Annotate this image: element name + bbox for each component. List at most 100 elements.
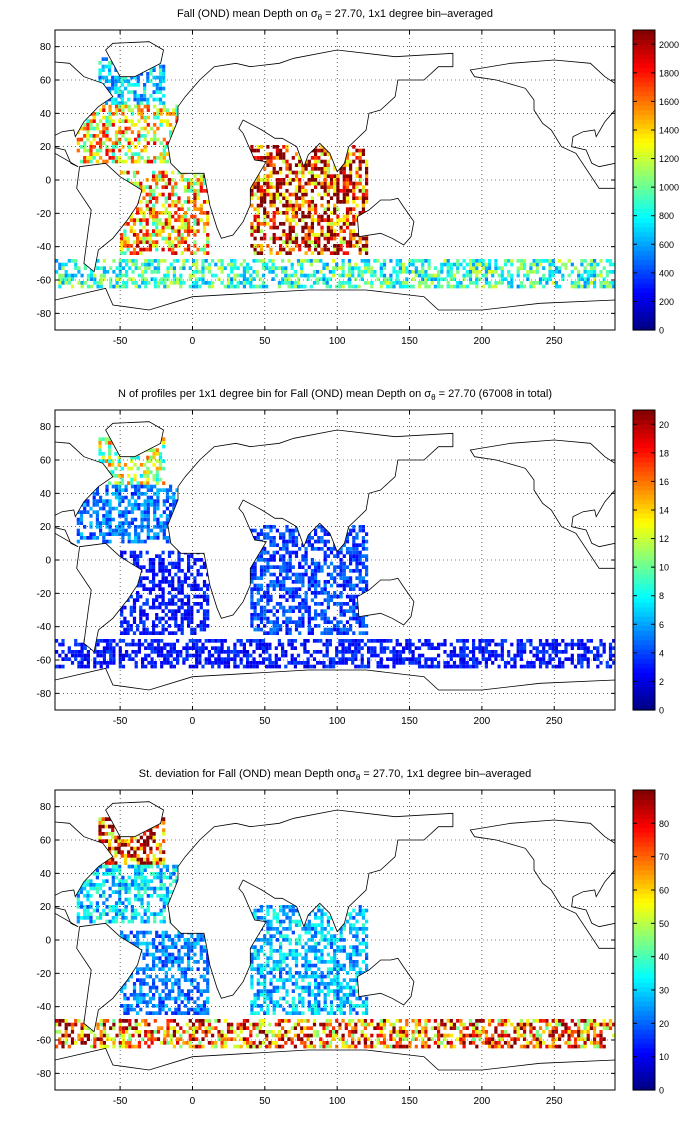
data-cell bbox=[336, 624, 339, 628]
data-cell bbox=[392, 654, 395, 658]
data-cell bbox=[276, 617, 279, 621]
data-cell bbox=[308, 160, 311, 164]
data-cell bbox=[155, 218, 158, 222]
data-cell bbox=[281, 266, 284, 270]
data-cell bbox=[123, 240, 126, 244]
data-cell bbox=[182, 259, 185, 263]
data-cell bbox=[166, 499, 169, 503]
data-cell bbox=[128, 277, 131, 281]
data-cell bbox=[156, 112, 159, 116]
data-cell bbox=[349, 222, 352, 226]
data-cell bbox=[351, 270, 354, 274]
data-cell bbox=[269, 529, 272, 533]
data-cell bbox=[330, 233, 333, 237]
data-cell bbox=[179, 274, 182, 278]
data-cell bbox=[501, 643, 504, 647]
data-cell bbox=[105, 510, 108, 514]
data-cell bbox=[111, 836, 114, 840]
data-cell bbox=[109, 503, 112, 507]
data-cell bbox=[352, 193, 355, 197]
data-cell bbox=[336, 554, 339, 558]
data-cell bbox=[195, 657, 198, 661]
data-cell bbox=[260, 156, 263, 160]
data-cell bbox=[246, 270, 249, 274]
data-cell bbox=[137, 858, 140, 862]
data-cell bbox=[147, 654, 150, 658]
data-cell bbox=[346, 163, 349, 167]
data-cell bbox=[139, 218, 142, 222]
data-cell bbox=[273, 536, 276, 540]
data-cell bbox=[327, 222, 330, 226]
data-cell bbox=[359, 529, 362, 533]
data-cell bbox=[504, 259, 507, 263]
data-cell bbox=[314, 547, 317, 551]
data-cell bbox=[405, 281, 408, 285]
data-cell bbox=[402, 661, 405, 665]
data-cell bbox=[424, 661, 427, 665]
data-cell bbox=[77, 661, 80, 665]
data-cell bbox=[152, 587, 155, 591]
data-cell bbox=[276, 149, 279, 153]
colorbar-tick-label: 1200 bbox=[659, 154, 679, 164]
data-cell bbox=[137, 503, 140, 507]
data-cell bbox=[389, 650, 392, 654]
data-cell bbox=[153, 510, 156, 514]
data-cell bbox=[329, 643, 332, 647]
data-cell bbox=[237, 266, 240, 270]
data-cell bbox=[367, 665, 370, 669]
colorbar-tick-label: 1600 bbox=[659, 97, 679, 107]
data-cell bbox=[111, 847, 114, 851]
data-cell bbox=[365, 237, 368, 241]
colorbar-segment bbox=[633, 133, 655, 138]
data-cell bbox=[428, 259, 431, 263]
data-cell bbox=[269, 540, 272, 544]
data-cell bbox=[298, 189, 301, 193]
data-cell bbox=[74, 643, 77, 647]
data-cell bbox=[144, 145, 147, 149]
data-cell bbox=[150, 503, 153, 507]
data-cell bbox=[279, 149, 282, 153]
data-cell bbox=[571, 643, 574, 647]
data-cell bbox=[279, 251, 282, 255]
data-cell bbox=[111, 87, 114, 91]
data-cell bbox=[166, 285, 169, 289]
data-cell bbox=[156, 518, 159, 522]
data-cell bbox=[380, 646, 383, 650]
data-cell bbox=[289, 532, 292, 536]
y-tick-label: -20 bbox=[37, 209, 52, 220]
data-cell bbox=[402, 281, 405, 285]
data-cell bbox=[257, 189, 260, 193]
data-cell bbox=[139, 182, 142, 186]
data-cell bbox=[281, 270, 284, 274]
data-cell bbox=[311, 562, 314, 566]
data-cell bbox=[250, 222, 253, 226]
data-cell bbox=[361, 661, 364, 665]
data-cell bbox=[138, 274, 141, 278]
data-cell bbox=[491, 654, 494, 658]
data-cell bbox=[301, 171, 304, 175]
data-cell bbox=[108, 456, 111, 460]
data-cell bbox=[478, 646, 481, 650]
data-cell bbox=[494, 650, 497, 654]
data-cell bbox=[276, 156, 279, 160]
data-cell bbox=[159, 467, 162, 471]
data-cell bbox=[166, 160, 169, 164]
colorbar-segment bbox=[633, 189, 655, 194]
data-cell bbox=[266, 536, 269, 540]
data-cell bbox=[141, 281, 144, 285]
data-cell bbox=[279, 152, 282, 156]
data-cell bbox=[463, 259, 466, 263]
data-cell bbox=[327, 248, 330, 252]
data-cell bbox=[174, 218, 177, 222]
data-cell bbox=[176, 657, 179, 661]
data-cell bbox=[172, 503, 175, 507]
data-cell bbox=[182, 281, 185, 285]
data-cell bbox=[114, 836, 117, 840]
data-cell bbox=[166, 496, 169, 500]
data-cell bbox=[93, 536, 96, 540]
data-cell bbox=[125, 127, 128, 131]
data-cell bbox=[340, 628, 343, 632]
data-cell bbox=[159, 87, 162, 91]
data-cell bbox=[365, 196, 368, 200]
data-cell bbox=[292, 620, 295, 624]
